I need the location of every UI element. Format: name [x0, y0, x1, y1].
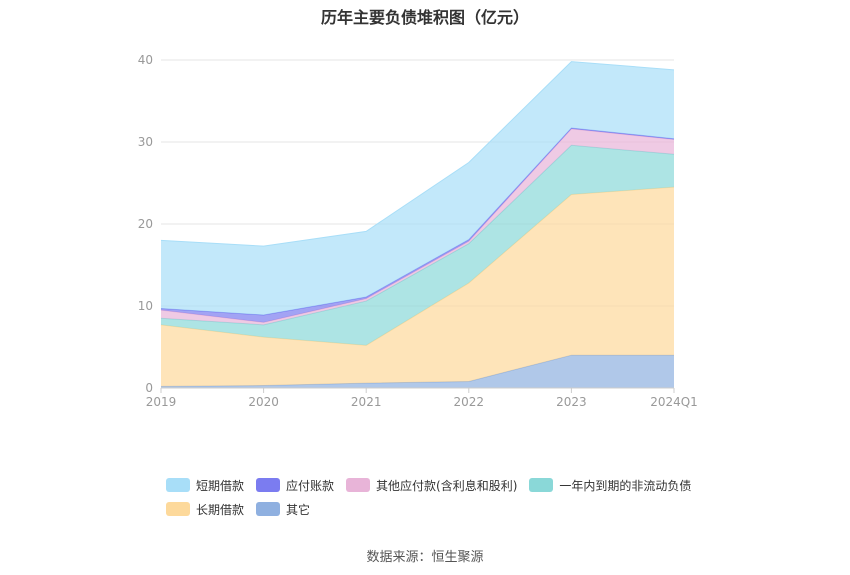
legend-swatch-other — [256, 502, 281, 516]
x-tick-label-2: 2021 — [351, 395, 382, 409]
x-tick-label-5: 2024Q1 — [650, 395, 698, 409]
stacked-area-chart: 0 10 20 30 40 2019 2020 2021 2022 2023 2024Q1 — [138, 53, 698, 409]
area-series-5[interactable] — [161, 61, 674, 316]
area-series-0[interactable] — [161, 355, 674, 388]
y-tick-label-0: 0 — [145, 381, 153, 395]
legend-label-long-term-loans: 长期借款 — [196, 502, 245, 517]
x-tick-label-3: 2022 — [454, 395, 485, 409]
legend-swatch-current-noncurrent-liabilities — [529, 478, 554, 492]
y-tick-label-2: 20 — [138, 217, 153, 231]
legend-item-other[interactable]: 其它 — [256, 501, 310, 518]
legend-item-current-noncurrent-liabilities[interactable]: 一年内到期的非流动负债 — [529, 477, 691, 494]
legend-swatch-accounts-payable — [256, 478, 281, 492]
legend-row-1: 短期借款 应付账款 其他应付款(含利息和股利) 一年内到期的非流动负债 — [166, 473, 726, 497]
legend-label-other: 其它 — [286, 502, 311, 517]
legend-swatch-short-term-loans — [166, 478, 190, 492]
legend-swatch-other-payables — [346, 478, 371, 492]
data-source-note: 数据来源：恒生聚源 — [366, 550, 484, 565]
legend-item-other-payables[interactable]: 其他应付款(含利息和股利) — [346, 477, 517, 494]
legend-item-short-term-loans[interactable]: 短期借款 — [166, 477, 244, 494]
legend-swatch-long-term-loans — [166, 502, 190, 516]
y-tick-label-1: 10 — [138, 299, 153, 313]
area-series-1[interactable] — [161, 187, 674, 387]
y-tick-label-3: 30 — [138, 135, 153, 149]
legend-item-long-term-loans[interactable]: 长期借款 — [166, 501, 244, 518]
legend-label-short-term-loans: 短期借款 — [196, 478, 245, 493]
legend-row-2: 长期借款 其它 — [166, 497, 726, 521]
legend-label-accounts-payable: 应付账款 — [286, 478, 335, 493]
x-tick-label-4: 2023 — [556, 395, 587, 409]
chart-title: 历年主要负债堆积图（亿元） — [320, 8, 529, 27]
area-series-2[interactable] — [161, 145, 674, 346]
chart-legend: 短期借款 应付账款 其他应付款(含利息和股利) 一年内到期的非流动负债 长期借款… — [166, 473, 726, 521]
area-line-5 — [160, 61, 675, 247]
x-tick-label-0: 2019 — [146, 395, 177, 409]
legend-label-other-payables: 其他应付款(含利息和股利) — [376, 478, 518, 493]
x-tick-label-1: 2020 — [248, 395, 279, 409]
legend-item-accounts-payable[interactable]: 应付账款 — [256, 477, 334, 494]
area-line-2 — [160, 144, 675, 326]
legend-label-current-noncurrent-liabilities: 一年内到期的非流动负债 — [559, 478, 692, 493]
area-series-3[interactable] — [161, 128, 674, 325]
y-tick-label-4: 40 — [138, 53, 153, 67]
